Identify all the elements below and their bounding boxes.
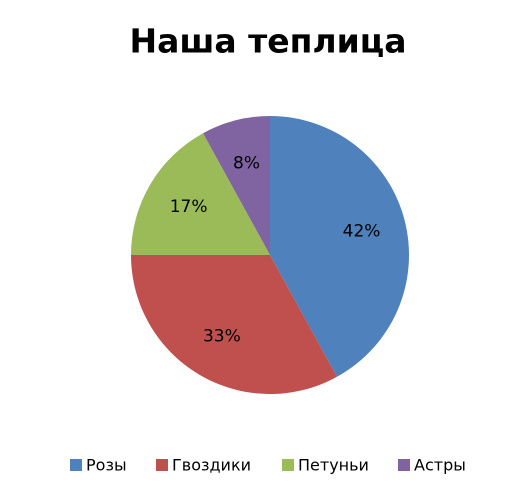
data-label: 8% bbox=[233, 153, 260, 173]
legend-swatch bbox=[398, 459, 410, 471]
legend-swatch bbox=[282, 459, 294, 471]
chart-title: Наша теплица bbox=[129, 22, 406, 61]
data-label: 33% bbox=[203, 326, 241, 346]
pie-slice bbox=[203, 116, 270, 255]
pie-slice bbox=[131, 255, 337, 394]
data-label: 17% bbox=[170, 197, 208, 217]
legend-swatch bbox=[70, 459, 82, 471]
legend-label: Астры bbox=[414, 456, 466, 475]
pie-slice bbox=[270, 116, 410, 377]
legend-label: Петуньи bbox=[298, 456, 369, 475]
data-label: 42% bbox=[343, 221, 381, 241]
legend-swatch bbox=[156, 459, 168, 471]
legend-label: Гвоздики bbox=[172, 456, 251, 475]
legend-label: Розы bbox=[86, 456, 127, 475]
pie-slice bbox=[131, 133, 270, 255]
